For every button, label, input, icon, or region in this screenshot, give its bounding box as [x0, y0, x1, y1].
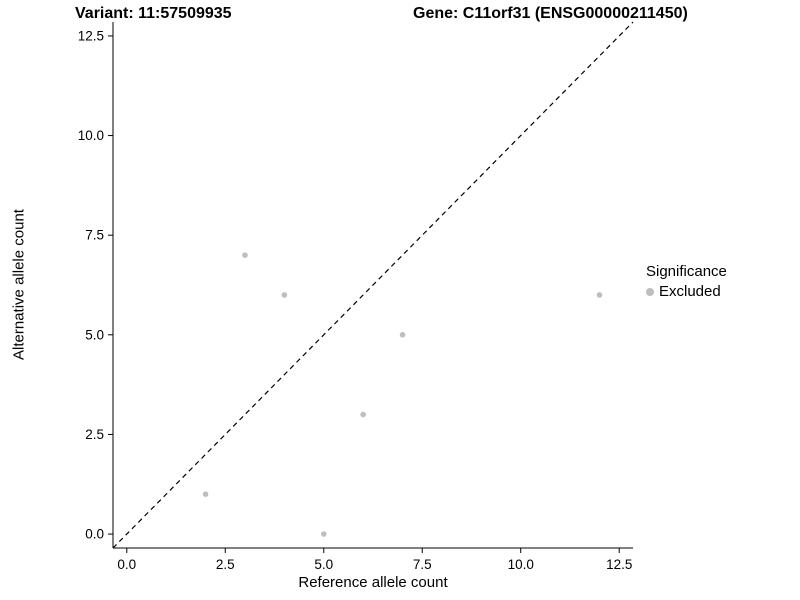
plot-title-gene: Gene: C11orf31 (ENSG00000211450): [413, 5, 688, 22]
y-tick-label: 7.5: [85, 228, 104, 243]
legend-entry-label: Excluded: [659, 283, 721, 300]
data-point: [399, 332, 406, 338]
x-axis-title: Reference allele count: [298, 574, 448, 591]
x-tick-label: 7.5: [413, 557, 432, 572]
x-tick-label: 10.0: [508, 557, 534, 572]
y-tick-label: 12.5: [78, 28, 104, 43]
y-tick-label: 2.5: [85, 427, 104, 442]
x-tick-label: 2.5: [216, 557, 235, 572]
legend-point-icon: [646, 287, 654, 296]
y-axis-title: Alternative allele count: [10, 209, 28, 360]
y-tick-label: 5.0: [85, 327, 104, 342]
data-point: [320, 531, 327, 537]
data-point: [596, 292, 603, 298]
data-point: [360, 411, 366, 418]
x-tick-label: 5.0: [314, 557, 333, 572]
legend-title: Significance: [646, 263, 727, 280]
data-point: [242, 252, 248, 258]
y-tick-label: 10.0: [78, 128, 104, 143]
y-tick-label: 0.0: [85, 527, 104, 542]
data-point: [202, 491, 209, 498]
identity-line: [112, 21, 634, 549]
x-tick-label: 12.5: [606, 557, 632, 572]
x-tick-label: 0.0: [117, 557, 136, 572]
plot-title-variant: Variant: 11:57509935: [75, 5, 232, 22]
legend: Significance Excluded: [646, 263, 727, 300]
legend-entry-excluded: Excluded: [646, 283, 727, 300]
data-point: [281, 292, 288, 298]
